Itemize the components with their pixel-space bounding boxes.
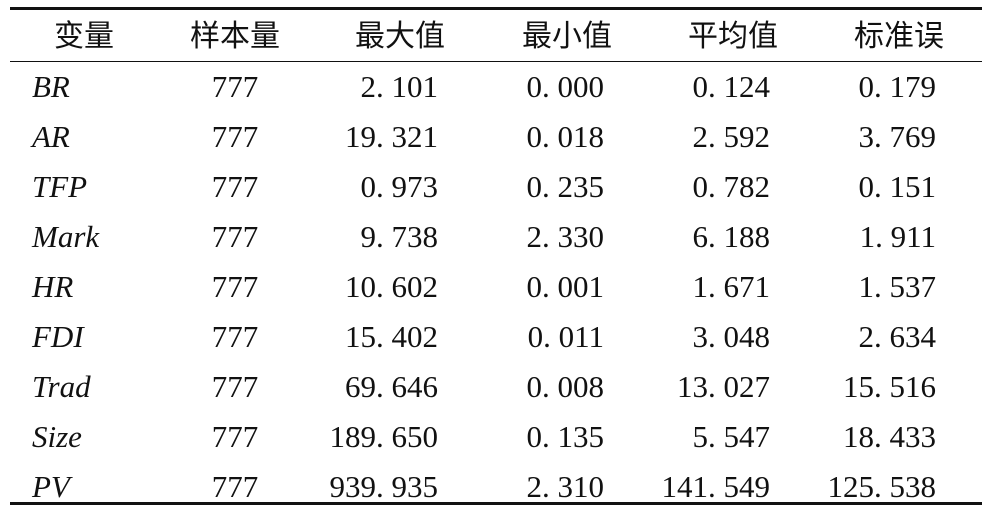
cell-std-error: 125. 538 — [827, 469, 937, 504]
header-variable: 变量 — [54, 19, 114, 54]
cell-std-error: 18. 433 — [843, 419, 936, 454]
cell-sample-size: 777 — [211, 219, 259, 254]
cell-sample-size: 777 — [211, 319, 259, 354]
cell-sample-size: 777 — [211, 269, 259, 304]
table-row: BR 777 2. 101 0. 000 0. 124 0. 179 — [10, 62, 982, 112]
header-min: 最小值 — [522, 19, 612, 54]
cell-sample-size: 777 — [211, 369, 259, 404]
cell-mean: 6. 188 — [692, 219, 771, 254]
cell-variable: FDI — [32, 319, 84, 354]
cell-min: 0. 011 — [527, 319, 604, 354]
cell-variable: Size — [32, 419, 82, 454]
table-row: Trad 777 69. 646 0. 008 13. 027 15. 516 — [10, 362, 982, 412]
cell-min: 0. 008 — [526, 369, 605, 404]
cell-variable: PV — [32, 469, 70, 504]
cell-sample-size: 777 — [211, 419, 259, 454]
cell-std-error: 1. 911 — [859, 219, 936, 254]
cell-min: 0. 135 — [526, 419, 605, 454]
cell-variable: TFP — [32, 169, 88, 204]
cell-max: 15. 402 — [345, 319, 438, 354]
cell-std-error: 1. 537 — [858, 269, 937, 304]
cell-min: 0. 018 — [526, 119, 605, 154]
cell-mean: 2. 592 — [692, 119, 771, 154]
cell-sample-size: 777 — [211, 169, 259, 204]
cell-variable: BR — [32, 69, 70, 104]
cell-max: 939. 935 — [329, 469, 439, 504]
cell-mean: 0. 124 — [692, 69, 771, 104]
cell-max: 0. 973 — [360, 169, 439, 204]
cell-mean: 141. 549 — [661, 469, 771, 504]
cell-min: 0. 001 — [526, 269, 605, 304]
cell-mean: 3. 048 — [692, 319, 771, 354]
cell-variable: HR — [32, 269, 74, 304]
cell-mean: 5. 547 — [692, 419, 771, 454]
cell-max: 19. 321 — [345, 119, 438, 154]
cell-variable: Trad — [32, 369, 91, 404]
cell-variable: Mark — [32, 219, 100, 254]
cell-sample-size: 777 — [211, 119, 259, 154]
cell-min: 2. 310 — [526, 469, 605, 504]
cell-sample-size: 777 — [211, 469, 259, 504]
table-row: Mark 777 9. 738 2. 330 6. 188 1. 911 — [10, 212, 982, 262]
cell-mean: 0. 782 — [692, 169, 771, 204]
table-row: TFP 777 0. 973 0. 235 0. 782 0. 151 — [10, 162, 982, 212]
cell-std-error: 0. 151 — [858, 169, 937, 204]
table-header-row: 变量 样本量 最大值 最小值 平均值 标准误 — [10, 10, 982, 62]
header-sample-size: 样本量 — [190, 19, 280, 54]
cell-std-error: 0. 179 — [858, 69, 937, 104]
header-std-error: 标准误 — [854, 19, 944, 54]
cell-sample-size: 777 — [211, 69, 259, 104]
table-row: FDI 777 15. 402 0. 011 3. 048 2. 634 — [10, 312, 982, 362]
cell-mean: 1. 671 — [692, 269, 771, 304]
cell-std-error: 2. 634 — [858, 319, 937, 354]
cell-min: 2. 330 — [526, 219, 605, 254]
cell-max: 69. 646 — [345, 369, 438, 404]
table-row: AR 777 19. 321 0. 018 2. 592 3. 769 — [10, 112, 982, 162]
cell-mean: 13. 027 — [677, 369, 770, 404]
cell-min: 0. 000 — [526, 69, 605, 104]
cell-variable: AR — [32, 119, 70, 154]
header-max: 最大值 — [355, 19, 445, 54]
cell-max: 189. 650 — [329, 419, 439, 454]
cell-std-error: 15. 516 — [843, 369, 936, 404]
table-row: Size 777 189. 650 0. 135 5. 547 18. 433 — [10, 412, 982, 462]
cell-max: 2. 101 — [360, 69, 439, 104]
table-row: HR 777 10. 602 0. 001 1. 671 1. 537 — [10, 262, 982, 312]
cell-max: 10. 602 — [345, 269, 438, 304]
statistics-table: 变量 样本量 最大值 最小值 平均值 标准误 BR 777 2. 101 0. … — [10, 7, 982, 505]
table-row: PV 777 939. 935 2. 310 141. 549 125. 538 — [10, 462, 982, 512]
cell-std-error: 3. 769 — [858, 119, 937, 154]
header-mean: 平均值 — [688, 19, 778, 54]
cell-max: 9. 738 — [360, 219, 439, 254]
cell-min: 0. 235 — [526, 169, 605, 204]
